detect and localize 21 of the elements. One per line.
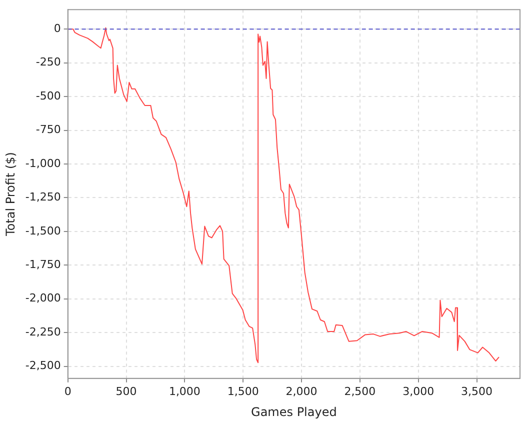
x-axis-title: Games Played [251, 404, 337, 419]
y-tick-label: -2,250 [25, 325, 61, 338]
x-tick-label: 1,000 [168, 384, 200, 398]
x-tick-label: 1,500 [227, 384, 259, 398]
y-tick-label: -2,000 [25, 292, 61, 305]
x-tick-label: 2,500 [344, 384, 376, 398]
y-tick-label: -2,500 [25, 359, 61, 372]
y-tick-label: -500 [36, 89, 61, 102]
y-tick-label: -750 [36, 123, 61, 136]
x-tick-label: 2,000 [286, 384, 318, 398]
x-tick-label: 3,500 [461, 384, 493, 398]
x-tick-label: 500 [116, 384, 137, 398]
y-tick-label: -1,750 [25, 258, 61, 271]
x-tick-label: 0 [64, 384, 72, 398]
y-tick-label: -1,000 [25, 156, 61, 170]
y-tick-label: -250 [36, 56, 61, 69]
y-tick-label: -1,500 [25, 224, 61, 238]
y-axis-title: Total Profit ($) [3, 152, 18, 237]
y-tick-label: -1,250 [25, 190, 61, 204]
x-tick-label: 3,000 [402, 384, 434, 398]
y-tick-label: 0 [54, 22, 61, 36]
